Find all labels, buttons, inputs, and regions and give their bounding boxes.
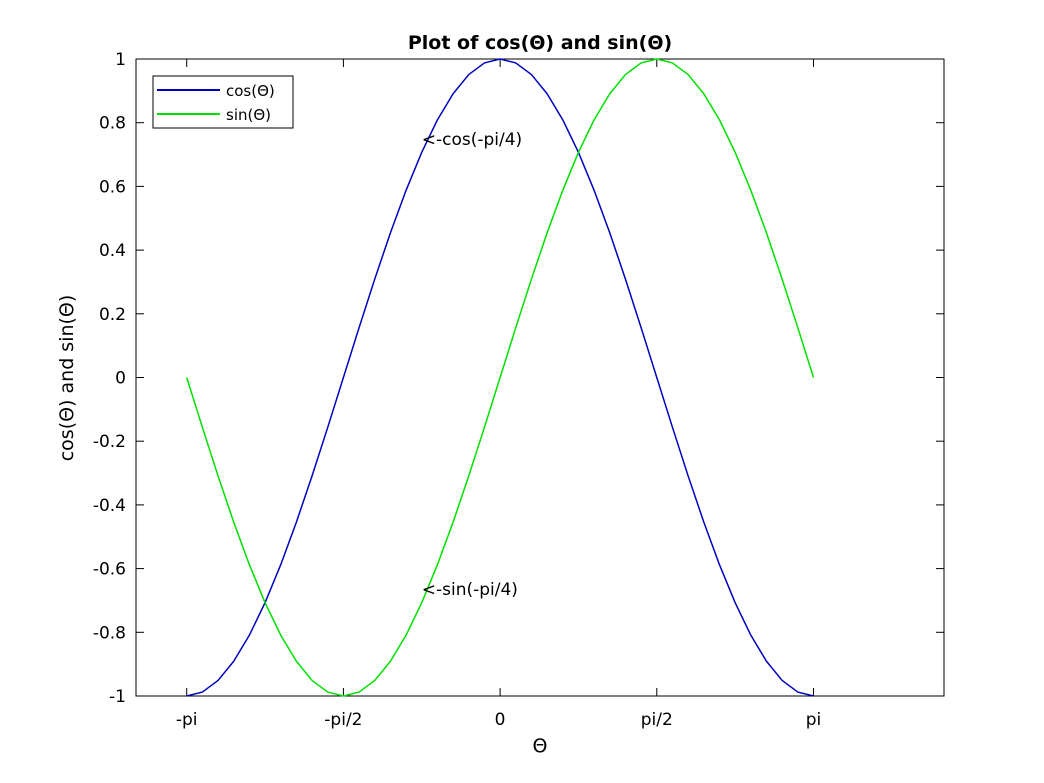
chart-title: Plot of cos(Θ) and sin(Θ)	[408, 32, 672, 54]
annotation-label: <-sin(-pi/4)	[422, 580, 518, 600]
x-tick-label: -pi	[176, 710, 198, 730]
x-axis: -pi -pi/2 0 pi/2 pi	[176, 59, 821, 730]
y-tick-label: -0.6	[93, 560, 126, 580]
legend: cos(Θ) sin(Θ)	[152, 75, 294, 129]
x-tick-label: 0	[495, 710, 506, 730]
y-tick-label: 0	[115, 369, 126, 389]
series-line-cos	[186, 58, 814, 697]
x-tick-label: pi	[806, 710, 822, 730]
x-tick-label: pi/2	[641, 710, 673, 730]
series-line-sin	[186, 58, 815, 697]
y-tick-label: -0.2	[93, 432, 126, 452]
y-tick-label: -0.4	[93, 496, 126, 516]
series-layer	[186, 58, 815, 697]
y-tick-label: 0.8	[99, 114, 126, 134]
legend-box	[152, 75, 294, 129]
y-tick-label: 0.4	[99, 241, 126, 261]
y-tick-label: 0.6	[99, 177, 126, 197]
annotation-label: <-cos(-pi/4)	[422, 130, 522, 150]
y-tick-label: 1	[115, 50, 126, 70]
y-axis-label: cos(Θ) and sin(Θ)	[56, 295, 78, 462]
x-tick-label: -pi/2	[324, 710, 362, 730]
plot-frame	[135, 58, 945, 697]
annotation-layer: <-cos(-pi/4) <-sin(-pi/4)	[422, 130, 522, 600]
y-tick-label: -1	[109, 687, 126, 707]
legend-label-cos: cos(Θ)	[226, 82, 275, 100]
y-tick-label: -0.8	[93, 623, 126, 643]
y-axis: -1 -0.8 -0.6 -0.4 -0.2 0 0.2 0.4 0.6 0.8 1	[93, 50, 944, 707]
y-tick-label: 0.2	[99, 305, 126, 325]
x-axis-label: Θ	[533, 735, 548, 757]
legend-label-sin: sin(Θ)	[226, 106, 271, 124]
